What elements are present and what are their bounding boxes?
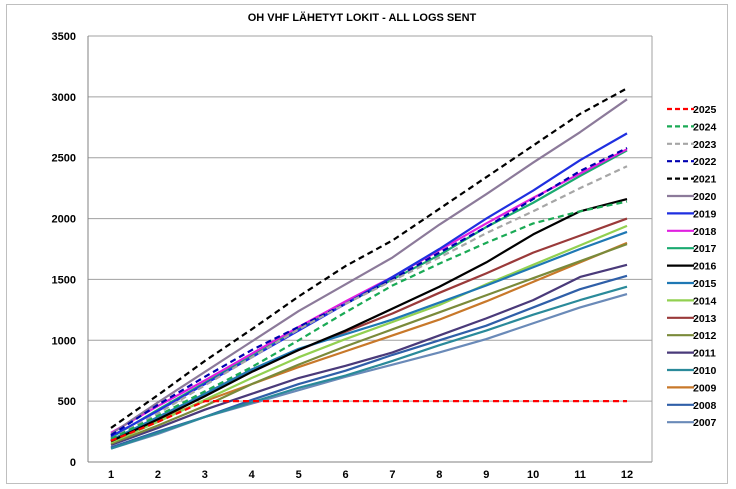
legend-label-2024: 2024 bbox=[693, 121, 717, 133]
legend-label-2022: 2022 bbox=[693, 156, 717, 168]
legend-label-2012: 2012 bbox=[693, 330, 717, 342]
series-line-2011 bbox=[110, 263, 628, 446]
legend-label-2015: 2015 bbox=[693, 278, 717, 290]
y-tick-label: 3000 bbox=[52, 92, 76, 104]
y-tick-label: 1500 bbox=[52, 274, 76, 286]
series-line-2022 bbox=[110, 146, 628, 437]
legend-label-2021: 2021 bbox=[693, 174, 717, 186]
legend-label-2013: 2013 bbox=[693, 313, 717, 325]
legend-label-2007: 2007 bbox=[693, 417, 717, 429]
y-tick-label: 1000 bbox=[52, 335, 76, 347]
x-tick-label: 6 bbox=[342, 469, 348, 481]
series-line-2012 bbox=[110, 243, 628, 445]
x-axis-ticks: 1 2 3 4 5 6 7 8 9 10 11 12 bbox=[108, 469, 633, 481]
y-tick-label: 2500 bbox=[52, 153, 76, 165]
legend-label-2020: 2020 bbox=[693, 191, 717, 203]
x-tick-label: 8 bbox=[436, 469, 442, 481]
series-line-2014 bbox=[110, 224, 628, 444]
y-tick-label: 2000 bbox=[52, 214, 76, 226]
x-tick-label: 5 bbox=[296, 469, 302, 481]
legend-label-2016: 2016 bbox=[693, 261, 717, 273]
x-tick-label: 10 bbox=[527, 469, 539, 481]
x-tick-label: 3 bbox=[202, 469, 208, 481]
y-tick-label: 3500 bbox=[52, 31, 76, 43]
x-tick-label: 2 bbox=[155, 469, 161, 481]
legend-label-2018: 2018 bbox=[693, 226, 717, 238]
series-line-2021 bbox=[110, 87, 628, 429]
legend-label-2011: 2011 bbox=[693, 348, 716, 360]
x-tick-label: 12 bbox=[621, 469, 633, 481]
legend-label-2009: 2009 bbox=[693, 382, 717, 394]
x-tick-label: 4 bbox=[249, 469, 256, 481]
series-line-2016 bbox=[110, 198, 628, 443]
legend: 2025 2024 2023 2022 2021 2020 2019 2018 2017 2016… bbox=[667, 104, 717, 429]
legend-label-2008: 2008 bbox=[693, 400, 717, 412]
series-line-2020 bbox=[110, 98, 628, 435]
x-tick-label: 11 bbox=[574, 469, 586, 481]
legend-label-2010: 2010 bbox=[693, 365, 717, 377]
series-lines bbox=[110, 87, 628, 450]
chart-title: OH VHF LÄHETYT LOKIT - ALL LOGS SENT bbox=[248, 11, 477, 24]
series-line-2025 bbox=[110, 400, 627, 442]
y-tick-label: 0 bbox=[70, 457, 76, 469]
legend-label-2023: 2023 bbox=[693, 139, 717, 151]
series-line-2024 bbox=[110, 200, 628, 440]
series-line-2010 bbox=[110, 285, 628, 450]
y-axis-ticks: 0 500 1000 1500 2000 2500 3000 3500 bbox=[52, 31, 76, 469]
series-line-2007 bbox=[110, 292, 628, 450]
legend-label-2014: 2014 bbox=[693, 295, 717, 307]
x-tick-label: 1 bbox=[108, 469, 114, 481]
legend-label-2019: 2019 bbox=[693, 208, 717, 220]
chart-frame bbox=[6, 4, 728, 484]
series-line-2023 bbox=[110, 165, 628, 440]
series-line-2019 bbox=[110, 132, 628, 438]
legend-label-2017: 2017 bbox=[693, 243, 717, 255]
legend-label-2025: 2025 bbox=[693, 104, 717, 116]
x-tick-label: 7 bbox=[389, 469, 395, 481]
gridlines bbox=[87, 35, 653, 463]
x-tick-label: 9 bbox=[483, 469, 489, 481]
y-tick-label: 500 bbox=[58, 396, 76, 408]
series-line-2015 bbox=[110, 230, 628, 442]
